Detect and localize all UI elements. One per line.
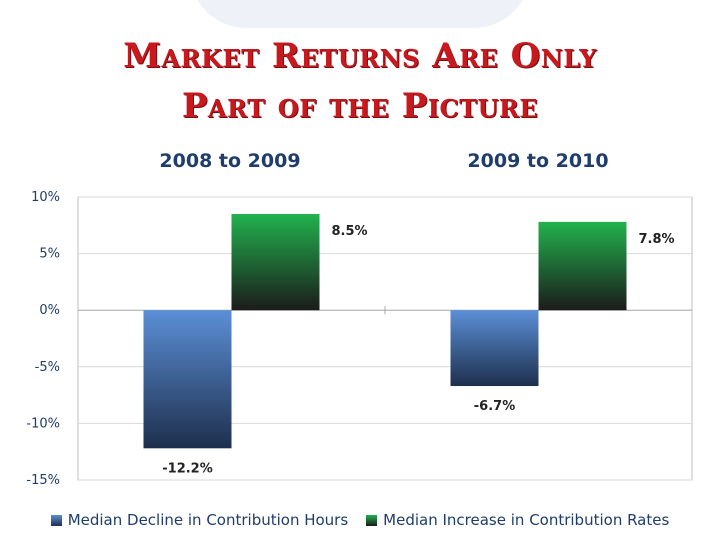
- legend-swatch-blue: [50, 514, 62, 526]
- chart-legend: Median Decline in Contribution Hours Med…: [0, 511, 720, 529]
- data-label: -6.7%: [474, 399, 515, 414]
- legend-item-rates: Median Increase in Contribution Rates: [366, 511, 669, 529]
- watermark-logo: [190, 0, 530, 28]
- y-tick-label: -10%: [26, 416, 60, 431]
- legend-label-hours: Median Decline in Contribution Hours: [67, 511, 349, 529]
- bar-hours-1: [143, 310, 232, 449]
- y-tick-label: 5%: [39, 247, 60, 262]
- legend-item-hours: Median Decline in Contribution Hours: [50, 511, 349, 529]
- category-label-2: 2009 to 2010: [467, 150, 609, 172]
- category-label-1: 2008 to 2009: [159, 150, 301, 172]
- data-label: -12.2%: [162, 461, 213, 476]
- data-label: 7.8%: [639, 232, 675, 247]
- slide-title-line-1: Market Returns Are Only: [123, 36, 597, 76]
- legend-label-rates: Median Increase in Contribution Rates: [383, 511, 670, 529]
- data-label: 8.5%: [332, 224, 368, 239]
- y-tick-label: -5%: [35, 360, 60, 375]
- bar-rates-1: [231, 213, 320, 311]
- bar-rates-2: [538, 221, 627, 311]
- y-tick-label: -15%: [26, 473, 60, 488]
- y-tick-label: 0%: [39, 303, 60, 318]
- slide-title-line-2: Part of the Picture: [181, 86, 539, 126]
- y-tick-label: 10%: [31, 190, 60, 205]
- bar-hours-2: [450, 310, 539, 387]
- legend-swatch-green: [366, 514, 378, 526]
